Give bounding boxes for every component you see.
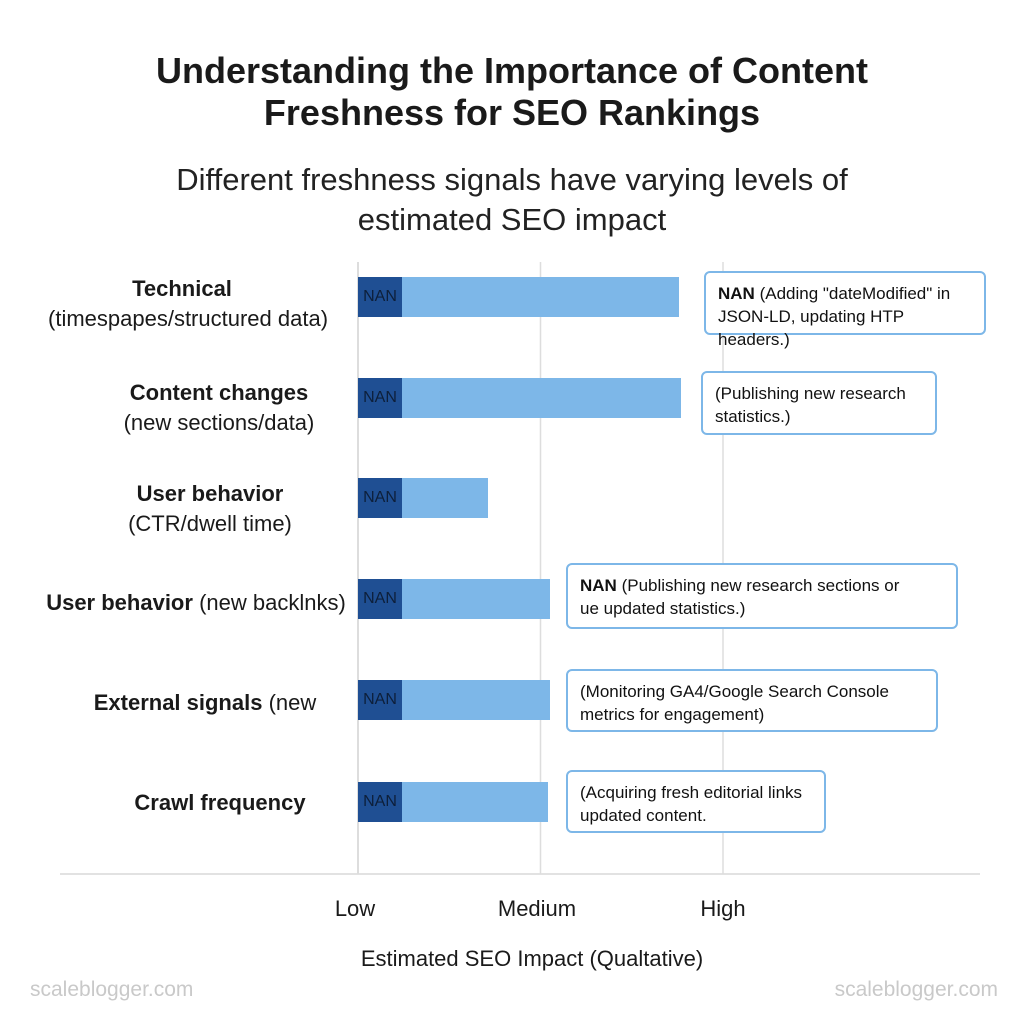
category-label-0: Technical (timespapes/structured data) xyxy=(48,274,328,334)
category-sub-1: (new sections/data) xyxy=(123,410,315,435)
bar-0: NAN xyxy=(358,277,680,317)
x-tick-medium: Medium xyxy=(497,896,577,921)
annotation-line1-3: NAN (Publishing new research sections or xyxy=(580,576,900,595)
bar-label-3: NAN xyxy=(363,590,397,607)
category-label-2: User behavior (CTR/dwell time) xyxy=(95,479,325,539)
chart-subtitle-line-2: estimated SEO impact xyxy=(357,202,667,237)
category-label-5: Crawl frequency xyxy=(100,788,340,818)
bar-label-2: NAN xyxy=(363,489,397,506)
annotation-line2-4: metrics for engagement) xyxy=(580,705,765,724)
chart-title-line-1: Understanding the Importance of Content xyxy=(155,50,868,91)
bar-2: NAN xyxy=(358,478,488,518)
x-tick-high: High xyxy=(700,896,746,921)
bar-segment-dark-2 xyxy=(358,478,402,518)
chart-subtitle-line-1: Different freshness signals have varying… xyxy=(176,162,848,197)
bar-3: NAN xyxy=(358,579,550,619)
annotation-box-5: (Acquiring fresh editorial links updated … xyxy=(566,770,826,833)
bar-label-0: NAN xyxy=(363,288,397,305)
category-label-1: Content changes (new sections/data) xyxy=(95,378,343,438)
bar-segment-dark-3 xyxy=(358,579,402,619)
category-label-3: User behavior (new backlnks) xyxy=(40,588,352,618)
annotation-line1-5: (Acquiring fresh editorial links xyxy=(580,783,803,802)
chart-subtitle: Different freshness signals have varying… xyxy=(0,160,1024,240)
bar-1: NAN xyxy=(358,378,682,418)
annotation-line2-5: updated content. xyxy=(580,806,707,825)
annotation-line1-1: (Publishing new research xyxy=(715,384,906,403)
watermark-left: scaleblogger.com xyxy=(30,978,194,1001)
bar-4: NAN xyxy=(358,680,550,720)
annotation-line2-3: ue updated statistics.) xyxy=(580,599,746,618)
category-sub-4: (new xyxy=(268,690,317,715)
category-main-1: Content changes xyxy=(129,380,309,405)
category-main-2: User behavior xyxy=(136,481,284,506)
category-sub-3: (new backlnks) xyxy=(199,590,346,615)
bar-label-4: NAN xyxy=(363,691,397,708)
bar-segment-dark-4 xyxy=(358,680,402,720)
watermark-right: scaleblogger.com xyxy=(834,978,998,1001)
category-main-0: Technical xyxy=(132,276,232,301)
annotation-box-1: (Publishing new research statistics.) xyxy=(701,371,937,435)
bar-segment-dark-1 xyxy=(358,378,402,418)
chart-title: Understanding the Importance of Content … xyxy=(0,50,1024,134)
annotation-line2-1: statistics.) xyxy=(715,407,791,426)
annotation-box-0: NAN (Adding "dateModified" in JSON-LD, up… xyxy=(704,271,986,349)
x-axis-label: Estimated SEO Impact (Qualtative) xyxy=(360,946,704,971)
category-main-4: External signals xyxy=(93,690,263,715)
bar-segment-dark-5 xyxy=(358,782,402,822)
annotation-bold-3: NAN xyxy=(580,576,622,595)
annotation-box-3: NAN (Publishing new research sections or… xyxy=(566,563,958,629)
bar-5: NAN xyxy=(358,782,548,822)
annotation-box-4: (Monitoring GA4/Google Search Console met… xyxy=(566,669,938,732)
category-main-3: User behavior xyxy=(46,590,193,615)
category-sub-0: (timespapes/structured data) xyxy=(48,306,329,331)
bar-segment-dark-0 xyxy=(358,277,402,317)
annotation-line2-0: JSON-LD, updating HTP headers.) xyxy=(718,307,904,349)
annotation-bold-0: NAN xyxy=(718,284,760,303)
category-main-5: Crawl frequency xyxy=(134,790,306,815)
x-tick-low: Low xyxy=(334,896,376,921)
category-sub-2: (CTR/dwell time) xyxy=(128,511,292,536)
bar-label-5: NAN xyxy=(363,793,397,810)
annotation-line1-0: NAN (Adding "dateModified" in xyxy=(718,284,951,303)
annotation-line1-4: (Monitoring GA4/Google Search Console xyxy=(580,682,889,701)
category-label-4: External signals (new xyxy=(82,688,328,718)
bar-label-1: NAN xyxy=(363,389,397,406)
chart-title-line-2: Freshness for SEO Rankings xyxy=(263,92,761,133)
